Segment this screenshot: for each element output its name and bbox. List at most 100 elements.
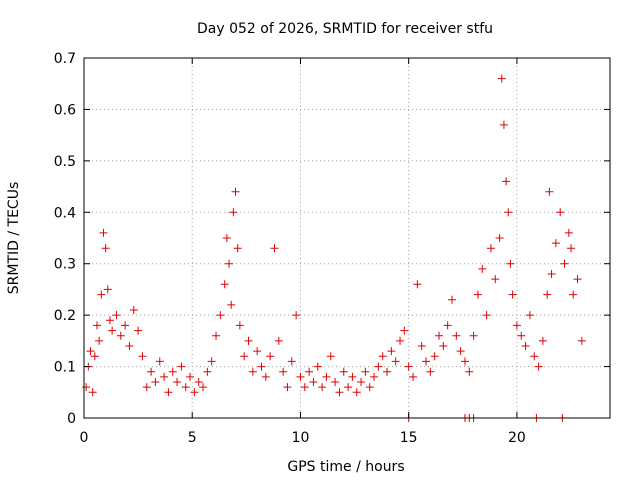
data-point: [125, 342, 134, 350]
data-point: [404, 362, 413, 371]
data-point: [430, 352, 439, 361]
data-point: [216, 311, 225, 320]
data-series-srmtid: [82, 74, 586, 422]
data-point: [486, 244, 495, 253]
data-point: [439, 342, 448, 350]
data-point: [296, 372, 305, 381]
data-point: [331, 378, 340, 386]
y-axis-tick-labels: 0 0.1 0.2 0.3 0.4 0.5 0.6 0.7: [54, 51, 76, 427]
data-point: [212, 331, 221, 340]
data-point: [300, 383, 309, 392]
data-point: [253, 347, 262, 356]
data-point: [274, 336, 283, 345]
data-point: [370, 372, 379, 381]
data-point: [227, 300, 236, 309]
data-point: [348, 372, 357, 381]
data-point: [194, 378, 203, 386]
x-tick-label: 20: [508, 430, 526, 446]
data-point: [409, 372, 418, 381]
data-point: [160, 372, 169, 381]
data-point: [177, 362, 186, 371]
y-tick-label: 0.4: [54, 205, 76, 221]
data-point: [229, 208, 238, 217]
y-axis-label: SRMTID / TECUs: [6, 182, 22, 295]
data-point: [138, 352, 147, 361]
data-point: [499, 120, 508, 129]
data-point: [103, 285, 112, 294]
data-point: [482, 311, 491, 320]
data-point: [465, 367, 474, 376]
data-point: [101, 244, 110, 253]
data-point: [95, 336, 104, 345]
grid: [84, 58, 610, 418]
data-point: [383, 367, 392, 376]
data-point: [231, 187, 240, 196]
data-point: [534, 362, 543, 371]
data-point: [417, 342, 426, 350]
data-point: [567, 244, 576, 253]
x-tick-label: 0: [80, 430, 89, 446]
data-point: [530, 352, 539, 361]
data-point: [322, 372, 331, 381]
data-point: [225, 259, 234, 268]
data-point: [426, 367, 435, 376]
data-point: [164, 388, 173, 397]
data-point: [508, 290, 517, 299]
data-point: [233, 244, 242, 253]
data-point: [287, 357, 296, 366]
y-tick-label: 0.5: [54, 154, 76, 170]
data-point: [521, 342, 530, 350]
data-point: [339, 367, 348, 376]
data-point: [491, 275, 500, 284]
data-point: [495, 234, 504, 242]
data-point: [352, 388, 361, 397]
data-point: [173, 378, 182, 386]
data-point: [97, 290, 106, 299]
data-point: [270, 244, 279, 253]
data-point: [551, 239, 560, 248]
data-point: [283, 383, 292, 392]
data-point: [244, 336, 253, 345]
data-point: [538, 336, 547, 345]
plot-frame: [83, 57, 611, 419]
y-tick-label: 0.7: [54, 51, 76, 67]
data-point: [413, 280, 422, 289]
data-point: [556, 208, 565, 217]
data-point: [460, 357, 469, 366]
data-point: [478, 264, 487, 273]
data-point: [387, 347, 396, 356]
data-point: [155, 357, 164, 366]
data-point: [313, 362, 322, 371]
x-tick-label: 15: [400, 430, 418, 446]
data-point: [547, 270, 556, 278]
chart-title: Day 052 of 2026, SRMTID for receiver stf…: [197, 21, 493, 37]
data-point: [112, 311, 121, 320]
y-tick-label: 0.2: [54, 308, 76, 324]
data-point: [497, 74, 506, 83]
data-point: [569, 290, 578, 299]
data-point: [326, 352, 335, 361]
data-point: [469, 331, 478, 340]
data-point: [335, 388, 344, 397]
data-point: [543, 290, 552, 299]
data-point: [190, 388, 199, 397]
data-point: [517, 331, 526, 340]
data-point: [452, 331, 461, 340]
data-point: [560, 259, 569, 268]
data-point: [129, 306, 138, 314]
data-point: [374, 362, 383, 371]
data-point: [344, 383, 353, 392]
data-point: [434, 331, 443, 340]
data-point: [309, 378, 318, 386]
data-point: [266, 352, 275, 361]
data-point: [181, 383, 190, 392]
data-point: [361, 367, 370, 376]
data-point: [207, 357, 216, 366]
data-point: [525, 311, 534, 320]
data-point: [99, 228, 108, 237]
data-point: [506, 259, 515, 268]
x-tick-label: 10: [292, 430, 310, 446]
data-point: [577, 336, 586, 345]
data-point: [396, 336, 405, 345]
data-point: [443, 321, 452, 330]
